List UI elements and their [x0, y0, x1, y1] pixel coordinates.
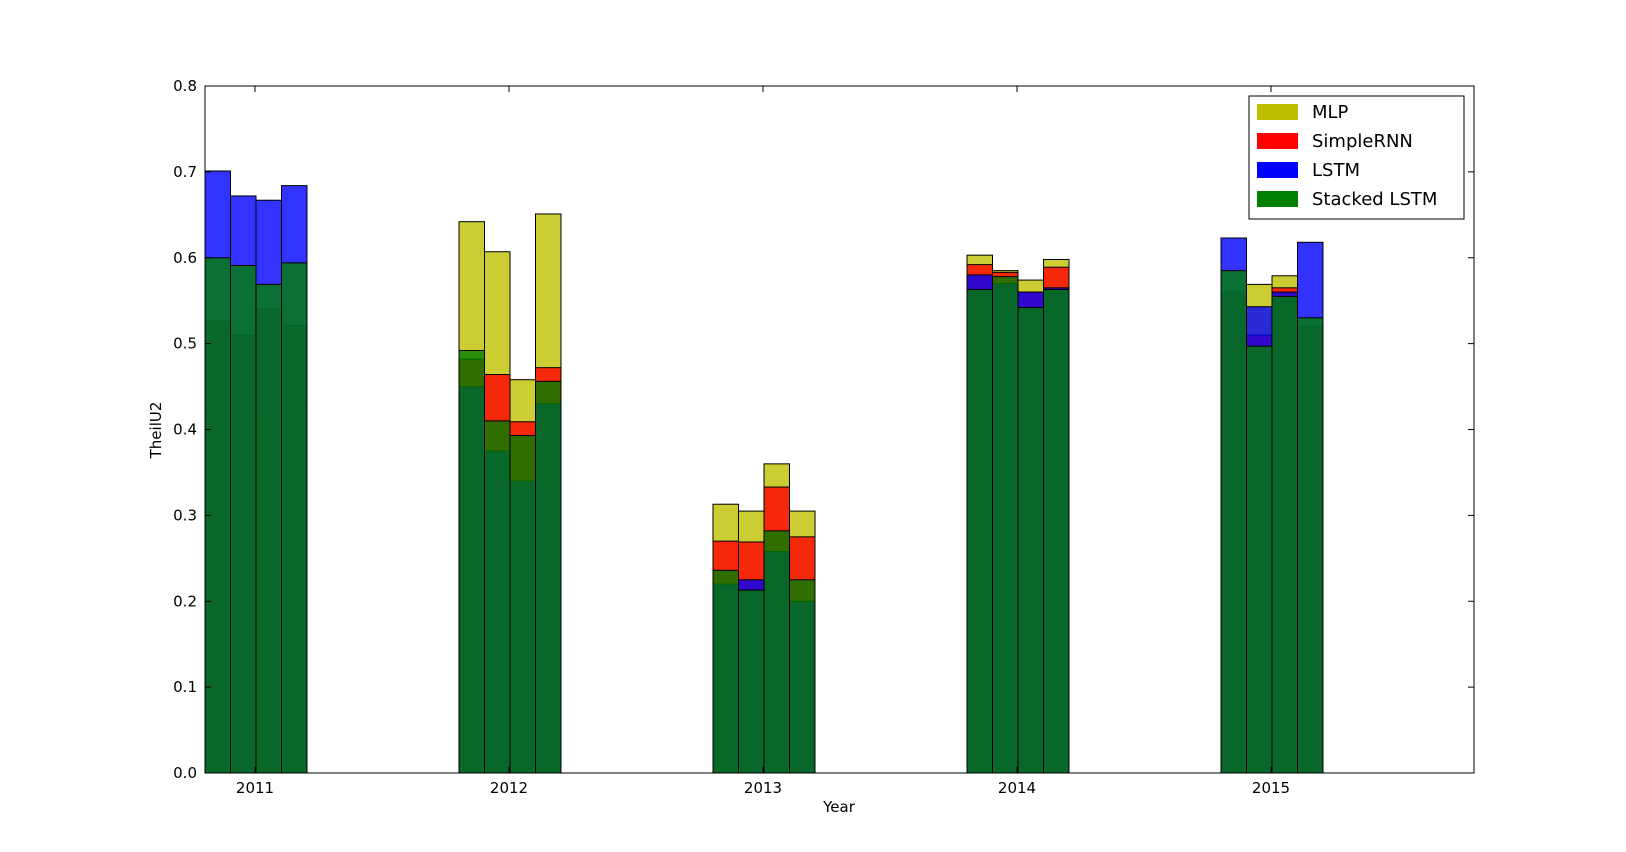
y-tick-label: 0.3 — [173, 506, 197, 524]
bar-stacked-lstm-2012-2 — [484, 420, 511, 774]
x-tick-label: 2015 — [1252, 779, 1290, 797]
y-tick-label: 0.2 — [173, 592, 197, 610]
bar-stacked-lstm-2013-3 — [763, 530, 790, 774]
y-tick-label: 0.7 — [173, 163, 197, 181]
legend-swatch — [1257, 104, 1298, 120]
bar-stacked-lstm-2014-4 — [1043, 289, 1070, 774]
y-tick-label: 0.5 — [173, 335, 197, 353]
bar-stacked-lstm-2013-4 — [789, 579, 816, 774]
legend-swatch — [1257, 133, 1298, 149]
legend: MLP SimpleRNN LSTM Stacked LSTM — [1248, 95, 1465, 220]
y-tick-label: 0.1 — [173, 678, 197, 696]
bar-stacked-lstm-2013-2 — [738, 589, 765, 774]
x-axis-title: Year — [822, 798, 856, 816]
x-tick-label: 2012 — [490, 779, 528, 797]
bar-stacked-lstm-2011-2 — [230, 264, 257, 774]
y-tick-label: 0.4 — [173, 421, 197, 439]
legend-swatch — [1257, 191, 1298, 207]
bar-stacked-lstm-2015-1 — [1220, 270, 1247, 774]
bar-stacked-lstm-2011-3 — [255, 283, 282, 774]
bar-stacked-lstm-2015-4 — [1297, 317, 1324, 774]
x-tick-label: 2013 — [744, 779, 782, 797]
bar-stacked-lstm-2012-1 — [458, 349, 485, 774]
x-tick-label: 2011 — [236, 779, 274, 797]
legend-label: SimpleRNN — [1312, 131, 1413, 152]
bar-stacked-lstm-2012-3 — [509, 435, 536, 774]
y-tick-label: 0.8 — [173, 77, 197, 95]
bar-stacked-lstm-2014-3 — [1017, 307, 1044, 774]
legend-label: MLP — [1312, 102, 1349, 123]
legend-swatch — [1257, 162, 1298, 178]
bar-stacked-lstm-2011-4 — [281, 262, 308, 774]
y-axis-title: TheilU2 — [147, 402, 165, 460]
x-tick-label: 2014 — [998, 779, 1036, 797]
y-tick-label: 0.6 — [173, 249, 197, 267]
y-tick-label: 0.0 — [173, 764, 197, 782]
bar-stacked-lstm-2013-1 — [712, 569, 739, 774]
legend-label: LSTM — [1312, 160, 1360, 181]
bar-stacked-lstm-2012-4 — [535, 380, 562, 774]
bar-stacked-lstm-2015-2 — [1246, 345, 1273, 774]
bar-stacked-lstm-2014-2 — [992, 276, 1019, 774]
bar-stacked-lstm-2014-1 — [966, 289, 993, 774]
legend-label: Stacked LSTM — [1312, 189, 1437, 210]
y-axis: 0.0 0.1 0.2 0.3 0.4 0.5 0.6 0.7 0.8 — [173, 77, 1474, 782]
x-axis: 2011 2012 2013 2014 2015 — [236, 86, 1290, 797]
bar-stacked-lstm-2015-3 — [1271, 295, 1298, 774]
bars-layer — [204, 170, 1324, 774]
